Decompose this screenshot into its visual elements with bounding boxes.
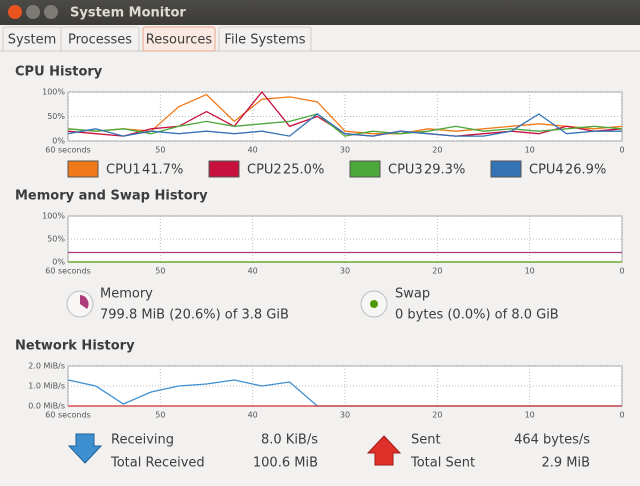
legend-name: CPU1	[106, 163, 141, 178]
legend-value: 26.9%	[565, 163, 606, 178]
y-tick-label: 2.0 MiB/s	[28, 362, 65, 371]
maximize-button[interactable]	[44, 5, 58, 19]
y-tick-label: 1.0 MiB/s	[28, 382, 65, 391]
section-title: CPU History	[15, 65, 103, 80]
x-tick-label: 0	[619, 411, 624, 420]
legend-swatch[interactable]	[349, 160, 381, 178]
legend-value: 25.0%	[283, 163, 324, 178]
y-tick-label: 50%	[47, 112, 65, 121]
x-tick-label: 20	[432, 146, 442, 155]
sent-rate: 464 bytes/s	[514, 433, 590, 448]
x-tick-label: 20	[432, 267, 442, 276]
tab-label: System	[8, 33, 56, 48]
x-tick-label: 20	[432, 411, 442, 420]
y-tick-label: 100%	[42, 88, 65, 97]
x-tick-label: 50	[155, 146, 165, 155]
total-sent-label: Total Sent	[410, 456, 475, 471]
swap-label: Swap	[395, 287, 430, 302]
x-tick-label: 10	[525, 146, 535, 155]
total-received: 100.6 MiB	[253, 456, 318, 471]
legend-value: 41.7%	[142, 163, 183, 178]
legend-value: 29.3%	[424, 163, 465, 178]
close-button[interactable]	[8, 5, 22, 19]
x-tick-label: 50	[155, 411, 165, 420]
legend-name: CPU2	[247, 163, 282, 178]
x-tick-label: 60 seconds	[45, 146, 90, 155]
legend-name: CPU4	[529, 163, 564, 178]
minimize-button[interactable]	[26, 5, 40, 19]
y-tick-label: 0%	[52, 137, 65, 146]
title-bar	[0, 0, 640, 25]
tab-label: File Systems	[224, 33, 305, 48]
x-tick-label: 10	[525, 267, 535, 276]
y-tick-label: 100%	[42, 212, 65, 221]
x-tick-label: 60 seconds	[45, 267, 90, 276]
series-line	[67, 93, 623, 135]
x-tick-label: 10	[525, 411, 535, 420]
x-tick-label: 40	[248, 411, 258, 420]
tab[interactable]	[218, 26, 312, 52]
memory-icon-slice	[80, 295, 89, 309]
legend-name: CPU3	[388, 163, 423, 178]
total-sent: 2.9 MiB	[541, 456, 590, 471]
swap-icon-dot	[370, 300, 378, 308]
x-tick-label: 40	[248, 146, 258, 155]
y-tick-label: 0%	[52, 258, 65, 267]
section-title: Memory and Swap History	[15, 189, 208, 204]
window-title: System Monitor	[70, 6, 186, 21]
legend-swatch[interactable]	[67, 160, 99, 178]
receiving-rate: 8.0 KiB/s	[261, 433, 318, 448]
tab-label: Processes	[68, 33, 132, 48]
receiving-arrow	[67, 433, 103, 464]
x-tick-label: 30	[340, 411, 350, 420]
memory-detail: 799.8 MiB (20.6%) of 3.8 GiB	[100, 308, 289, 323]
legend-swatch[interactable]	[208, 160, 240, 178]
tab[interactable]	[60, 26, 140, 52]
swap-detail: 0 bytes (0.0%) of 8.0 GiB	[395, 308, 559, 323]
memory-label: Memory	[100, 287, 153, 302]
legend-swatch[interactable]	[490, 160, 522, 178]
y-tick-label: 0.0 MiB/s	[28, 402, 65, 411]
sent-arrow	[366, 435, 402, 466]
tab-label: Resources	[146, 33, 213, 48]
x-tick-label: 50	[155, 267, 165, 276]
section-title: Network History	[15, 339, 135, 354]
x-tick-label: 30	[340, 146, 350, 155]
series-line	[67, 113, 623, 137]
x-tick-label: 0	[619, 267, 624, 276]
x-tick-label: 40	[248, 267, 258, 276]
y-tick-label: 50%	[47, 235, 65, 244]
x-tick-label: 0	[619, 146, 624, 155]
receiving-label: Receiving	[111, 433, 174, 448]
sent-label: Sent	[411, 433, 441, 448]
x-tick-label: 60 seconds	[45, 411, 90, 420]
x-tick-label: 30	[340, 267, 350, 276]
tab[interactable]	[142, 26, 216, 52]
series-line	[67, 113, 622, 137]
total-received-label: Total Received	[110, 456, 205, 471]
